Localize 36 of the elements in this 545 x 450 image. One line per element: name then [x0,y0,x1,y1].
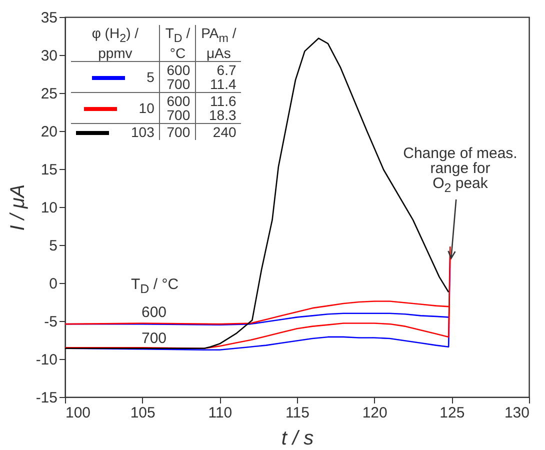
annotation: 600 700 [160,61,196,92]
x-tick-label: 130 [504,404,530,422]
y-tick-label: 0 [49,276,58,292]
legend-label: 10 [71,92,160,124]
y-tick-label: -5 [44,314,58,330]
x-tick-label: 100 [66,404,91,422]
annotation: 240 [212,123,238,140]
y-tick-label: 25 [40,86,58,102]
y-axis-title: I / μA [6,184,29,231]
y-tick-label: 35 [40,10,58,26]
annotation: PA$_{m}$ / μAs [196,25,242,62]
y-tick-label: 15 [40,162,58,178]
annotation: 11.6 18.3 [196,92,242,124]
x-tick-label: 125 [440,404,465,422]
annotation: 700 [160,123,196,140]
annotation: T$_{D}$ / °C [160,25,196,62]
x-tick-label: 115 [286,404,310,422]
y-tick-label: 5 [49,238,58,254]
x-tick-label: 110 [208,404,232,422]
annotation: 6.7 11.4 [196,61,242,92]
x-axis-title: t / s [281,428,314,450]
y-tick-label: 10 [40,200,58,216]
y-tick-label: 30 [40,48,58,64]
y-tick-label: 20 [40,124,58,140]
annotation: Change of meas. range for O$_{2}$ peak [403,145,518,196]
annotation: 600 [142,304,167,320]
annotation: 600 700 [160,92,196,124]
annotation: T$_{D}$ / °C [131,276,179,297]
y-tick-label: -15 [36,390,58,406]
legend-label: 103 [71,123,160,140]
x-tick-label: 120 [362,404,388,422]
annotation: 700 [142,330,167,346]
legend-label: 5 [71,61,160,92]
annotation: φ (H$_{2}$) / ppmv [71,25,160,62]
x-tick-label: 105 [130,404,156,422]
y-tick-label: -10 [36,352,58,368]
